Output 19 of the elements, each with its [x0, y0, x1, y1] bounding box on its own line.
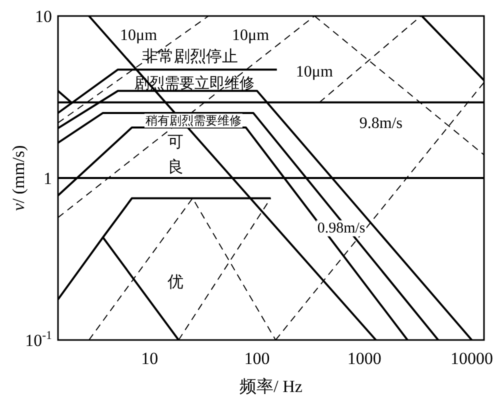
annotation: 非常剧烈停止: [142, 47, 238, 66]
y-axis-title: v/ (mm/s): [9, 145, 28, 211]
y-tick-label: 1: [44, 169, 52, 188]
annotation: 0.98m/s: [317, 220, 366, 236]
x-tick-label: 10: [141, 349, 158, 368]
annotation: 优: [168, 274, 184, 292]
x-tick-label: 1000: [347, 349, 382, 368]
annotation: 10μm: [232, 27, 270, 44]
annotation: 稍有剧烈需要维修: [145, 114, 242, 128]
annotation: 10μm: [296, 64, 334, 81]
x-tick-label: 100: [244, 349, 270, 368]
annotation: 9.8m/s: [359, 115, 402, 132]
annotation: 10μm: [120, 27, 158, 44]
x-tick-label: 10000: [450, 349, 494, 368]
x-axis-title: 频率/ Hz: [240, 377, 303, 396]
y-tick-label: 10: [35, 7, 52, 26]
annotation: 良: [168, 158, 184, 176]
annotation: 可: [168, 134, 184, 152]
y-tick-label: 10$^{-1}$: [25, 328, 52, 350]
